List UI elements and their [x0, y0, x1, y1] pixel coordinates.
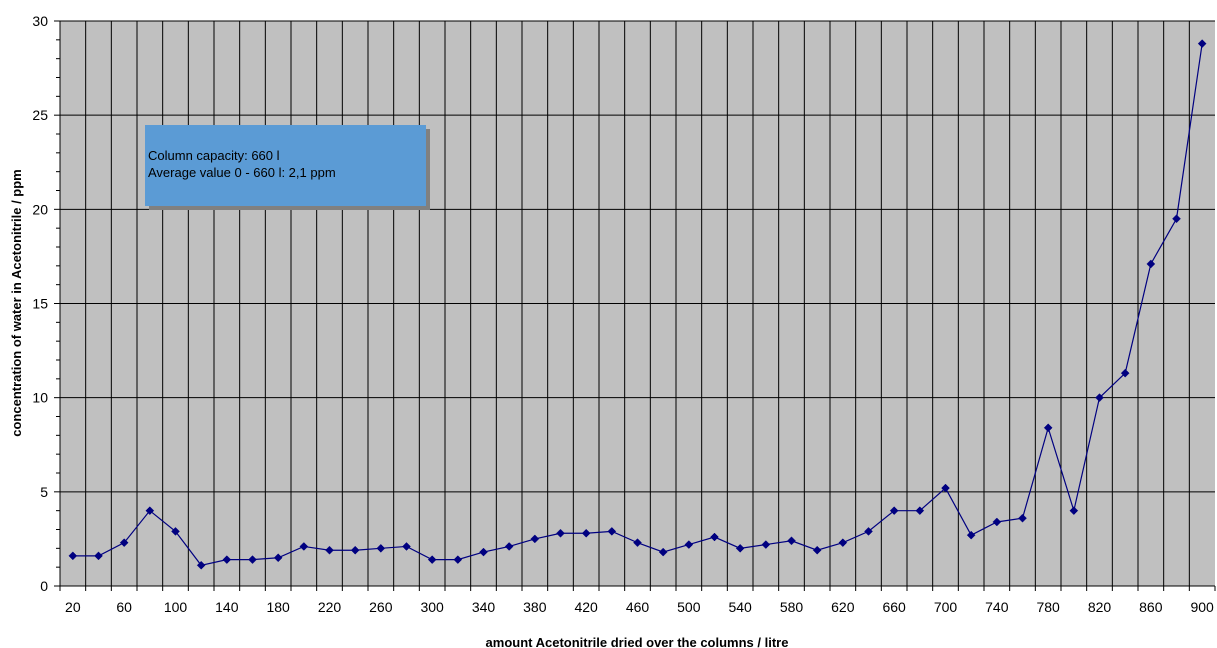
data-point-marker: [453, 555, 463, 564]
x-axis-title: amount Acetonitrile dried over the colum…: [486, 635, 789, 648]
data-point-marker: [479, 547, 488, 557]
x-tick-label: 620: [831, 599, 855, 615]
x-tick-label: 340: [472, 599, 496, 615]
y-tick-label: 25: [32, 107, 48, 123]
data-point-marker: [68, 551, 78, 561]
annotation-fill: [145, 125, 426, 206]
x-tick-label: 460: [626, 599, 650, 615]
data-point-marker: [915, 506, 925, 516]
x-tick-label: 900: [1190, 599, 1214, 615]
data-point-marker: [1146, 259, 1156, 269]
x-tick-label: 580: [780, 599, 804, 615]
y-tick-labels: 0 5 10 15 20 25 30: [32, 13, 48, 594]
data-point-marker: [248, 555, 257, 564]
data-point-marker: [1172, 214, 1181, 224]
data-point-marker: [1120, 368, 1130, 378]
data-point-marker: [735, 543, 745, 553]
data-point-marker: [145, 506, 155, 516]
y-tick-label: 15: [32, 296, 48, 312]
data-point-marker: [376, 543, 386, 553]
y-tick-label: 20: [32, 201, 48, 217]
data-point-marker: [992, 517, 1002, 527]
y-tick-label: 30: [32, 13, 48, 29]
data-point-marker: [838, 538, 848, 548]
data-point-marker: [1069, 506, 1079, 516]
data-point-marker: [299, 542, 309, 551]
data-point-marker: [633, 538, 642, 548]
series-water-concentration: [68, 39, 1207, 570]
data-point-marker: [581, 528, 591, 538]
data-point-marker: [787, 536, 796, 546]
data-point-marker: [658, 547, 668, 557]
axes: [54, 20, 1216, 591]
data-point-marker: [325, 545, 334, 555]
x-tick-label: 820: [1088, 599, 1112, 615]
data-point-marker: [761, 540, 771, 549]
x-tick-label: 660: [882, 599, 906, 615]
data-point-marker: [710, 532, 719, 542]
x-tick-label: 60: [116, 599, 132, 615]
data-point-marker: [273, 553, 283, 563]
x-tick-label: 380: [523, 599, 547, 615]
data-point-marker: [684, 540, 694, 549]
y-tick-label: 10: [32, 390, 48, 406]
data-point-marker: [607, 527, 617, 536]
data-point-marker: [1197, 39, 1207, 48]
data-point-marker: [402, 542, 411, 551]
annotation-line-capacity: Column capacity: 660 l: [148, 148, 280, 163]
data-point-marker: [119, 538, 129, 548]
data-point-marker: [94, 551, 103, 561]
y-axis-title: concentration of water in Acetonitrile /…: [9, 169, 24, 437]
data-point-marker: [1095, 393, 1104, 403]
x-tick-label: 540: [728, 599, 752, 615]
x-tick-label: 500: [677, 599, 701, 615]
x-tick-label: 420: [574, 599, 598, 615]
gridlines: [60, 20, 1215, 586]
data-point-marker: [941, 483, 950, 493]
annotation-box: Column capacity: 660 l Average value 0 -…: [145, 125, 430, 210]
data-point-marker: [350, 545, 360, 555]
data-point-marker: [1043, 423, 1053, 433]
x-tick-label: 260: [369, 599, 393, 615]
x-tick-label: 300: [420, 599, 444, 615]
data-point-marker: [812, 545, 822, 555]
data-point-marker: [1018, 513, 1027, 523]
x-tick-labels: 20 60 100 140 180 220 260 300 340 380 420 460 500 540…: [65, 599, 1214, 615]
data-point-marker: [889, 506, 899, 516]
data-point-marker: [864, 527, 873, 536]
x-tick-label: 220: [318, 599, 342, 615]
data-point-marker: [504, 542, 514, 551]
x-tick-label: 740: [985, 599, 1009, 615]
x-tick-label: 100: [164, 599, 188, 615]
x-tick-label: 780: [1036, 599, 1060, 615]
data-point-marker: [427, 555, 437, 564]
data-point-marker: [530, 534, 540, 544]
data-point-marker: [222, 555, 232, 564]
data-point-marker: [966, 530, 976, 540]
y-tick-label: 0: [40, 578, 48, 594]
data-point-marker: [171, 527, 180, 536]
x-tick-label: 860: [1139, 599, 1163, 615]
x-tick-label: 140: [215, 599, 239, 615]
x-tick-label: 700: [934, 599, 958, 615]
data-point-marker: [196, 560, 206, 570]
data-point-marker: [556, 528, 565, 538]
x-tick-label: 20: [65, 599, 81, 615]
annotation-line-average: Average value 0 - 660 l: 2,1 ppm: [148, 165, 336, 180]
x-tick-label: 180: [266, 599, 290, 615]
y-tick-label: 5: [40, 484, 48, 500]
